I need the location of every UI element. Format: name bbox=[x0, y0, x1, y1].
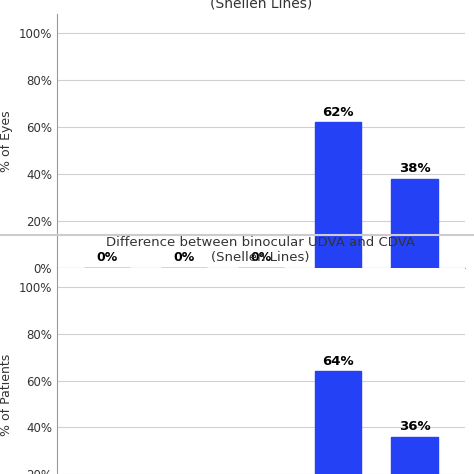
Y-axis label: % of Patients: % of Patients bbox=[0, 354, 13, 436]
Text: 0%: 0% bbox=[173, 251, 194, 264]
Text: 38%: 38% bbox=[399, 162, 430, 175]
Bar bbox=[392, 179, 438, 268]
Y-axis label: % of Eyes: % of Eyes bbox=[0, 110, 13, 172]
Title: (Snellen Lines): (Snellen Lines) bbox=[210, 0, 312, 10]
Text: 64%: 64% bbox=[322, 355, 354, 368]
Title: Difference between binocular UDVA and CDVA
(Snellen Lines): Difference between binocular UDVA and CD… bbox=[106, 236, 415, 264]
Text: 62%: 62% bbox=[322, 106, 353, 118]
Bar bbox=[392, 437, 438, 474]
Text: 0%: 0% bbox=[96, 251, 118, 264]
Bar bbox=[315, 122, 361, 268]
Text: 0%: 0% bbox=[250, 251, 271, 264]
Bar bbox=[315, 371, 361, 474]
Text: 36%: 36% bbox=[399, 420, 430, 433]
